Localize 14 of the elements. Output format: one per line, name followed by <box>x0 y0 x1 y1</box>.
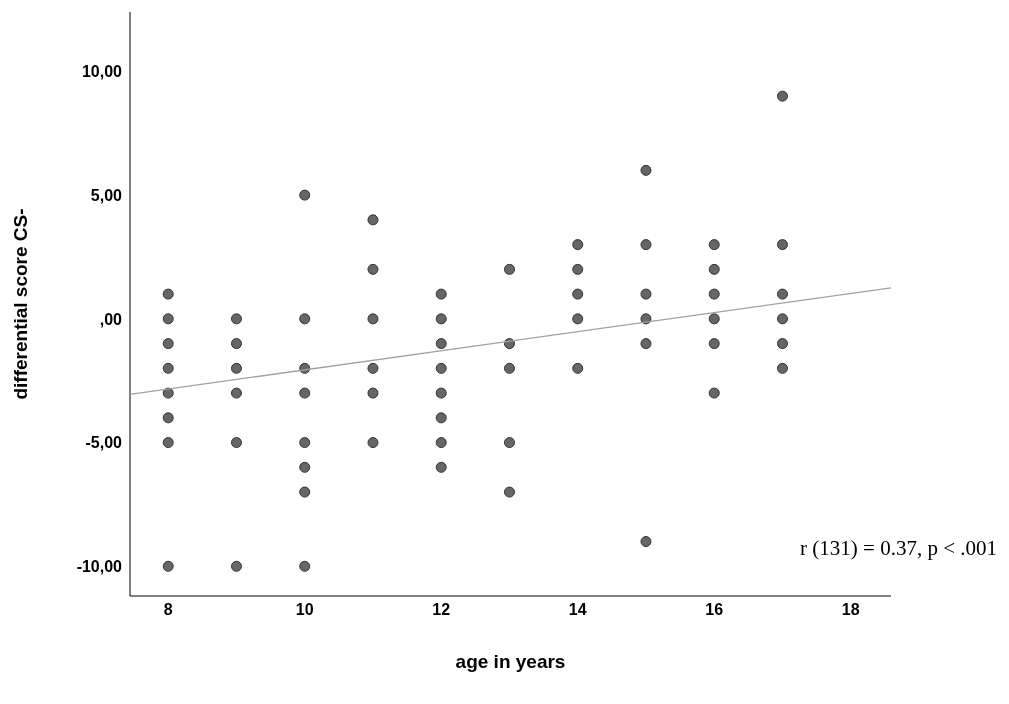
x-tick-label: 10 <box>295 601 314 619</box>
x-tick-label: 18 <box>841 601 860 619</box>
x-axis-title: age in years <box>455 651 566 672</box>
y-tick-label: -10,00 <box>76 557 123 575</box>
annotation: r (131) = 0.37, p < .001 <box>800 536 997 561</box>
x-tick-label: 8 <box>163 601 173 619</box>
y-tick-label: ,00 <box>99 310 123 328</box>
y-axis-title: differential score CS- <box>9 208 31 400</box>
x-tick-label: 14 <box>568 601 587 619</box>
x-tick-label: 12 <box>432 601 451 619</box>
x-tick-label: 16 <box>705 601 724 619</box>
y-tick-label: -5,00 <box>85 434 123 452</box>
y-tick-label: 10,00 <box>81 63 123 81</box>
y-tick-label: 5,00 <box>90 186 123 204</box>
